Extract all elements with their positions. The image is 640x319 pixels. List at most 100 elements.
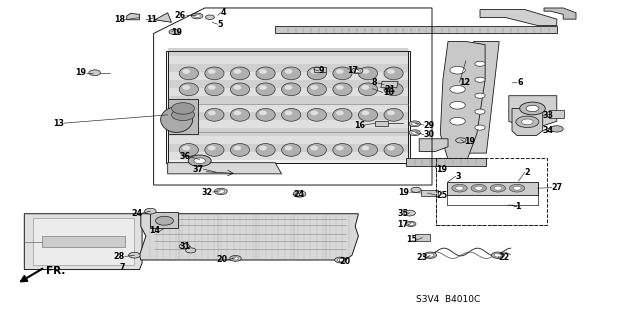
- Ellipse shape: [384, 108, 403, 121]
- Polygon shape: [168, 152, 408, 160]
- Text: 21: 21: [384, 85, 395, 94]
- Circle shape: [456, 186, 463, 190]
- Text: 23: 23: [417, 253, 428, 262]
- Polygon shape: [155, 13, 172, 22]
- Ellipse shape: [179, 108, 198, 121]
- Polygon shape: [168, 128, 408, 136]
- Text: 33: 33: [543, 111, 554, 120]
- Circle shape: [408, 222, 414, 226]
- Circle shape: [471, 184, 486, 192]
- Ellipse shape: [310, 145, 318, 151]
- Polygon shape: [168, 136, 408, 144]
- Polygon shape: [480, 10, 557, 26]
- Circle shape: [520, 102, 545, 115]
- Polygon shape: [415, 234, 430, 241]
- Polygon shape: [168, 104, 408, 112]
- Ellipse shape: [256, 67, 275, 80]
- Circle shape: [450, 66, 465, 74]
- Text: 14: 14: [149, 226, 160, 235]
- Ellipse shape: [333, 83, 352, 96]
- Polygon shape: [168, 120, 408, 128]
- Circle shape: [191, 13, 203, 19]
- Ellipse shape: [208, 110, 216, 115]
- Circle shape: [475, 61, 485, 66]
- Text: 25: 25: [436, 191, 447, 200]
- Ellipse shape: [182, 85, 190, 90]
- Ellipse shape: [310, 110, 318, 115]
- Polygon shape: [375, 121, 388, 126]
- Ellipse shape: [230, 144, 250, 156]
- Ellipse shape: [259, 69, 267, 74]
- Polygon shape: [447, 182, 538, 195]
- Text: 16: 16: [354, 121, 365, 130]
- Ellipse shape: [362, 85, 369, 90]
- Text: 8: 8: [372, 78, 378, 87]
- Ellipse shape: [387, 69, 395, 74]
- Circle shape: [351, 68, 363, 74]
- Text: 7: 7: [119, 263, 125, 272]
- Polygon shape: [168, 144, 408, 152]
- Ellipse shape: [230, 108, 250, 121]
- Text: 1: 1: [515, 202, 521, 211]
- Ellipse shape: [182, 69, 190, 74]
- Bar: [436, 158, 547, 225]
- Circle shape: [156, 216, 173, 225]
- Ellipse shape: [205, 108, 224, 121]
- Polygon shape: [168, 72, 408, 80]
- Ellipse shape: [182, 110, 190, 115]
- Ellipse shape: [282, 108, 301, 121]
- Circle shape: [354, 69, 360, 72]
- Polygon shape: [544, 8, 576, 19]
- Circle shape: [452, 184, 467, 192]
- Polygon shape: [166, 51, 410, 163]
- Text: 18: 18: [114, 15, 125, 24]
- Circle shape: [494, 186, 502, 190]
- Text: 31: 31: [180, 242, 191, 251]
- Circle shape: [494, 253, 502, 257]
- Circle shape: [172, 103, 195, 114]
- Circle shape: [232, 257, 239, 260]
- Ellipse shape: [307, 83, 326, 96]
- Ellipse shape: [307, 108, 326, 121]
- Circle shape: [406, 221, 416, 226]
- Polygon shape: [150, 212, 178, 228]
- Circle shape: [475, 125, 485, 130]
- Circle shape: [412, 122, 418, 125]
- Text: 17: 17: [348, 66, 358, 75]
- Ellipse shape: [285, 110, 292, 115]
- Polygon shape: [421, 190, 438, 196]
- Ellipse shape: [208, 145, 216, 151]
- Circle shape: [492, 252, 504, 258]
- Circle shape: [526, 105, 539, 112]
- Ellipse shape: [259, 110, 267, 115]
- Polygon shape: [168, 163, 282, 174]
- Polygon shape: [42, 236, 125, 247]
- Circle shape: [404, 210, 415, 216]
- Text: 9: 9: [319, 66, 324, 75]
- Text: 6: 6: [517, 78, 523, 87]
- Text: 37: 37: [193, 165, 204, 174]
- Circle shape: [412, 131, 418, 134]
- Circle shape: [424, 252, 436, 258]
- Circle shape: [513, 186, 521, 190]
- Circle shape: [409, 121, 420, 127]
- Circle shape: [217, 189, 225, 193]
- Ellipse shape: [234, 85, 241, 90]
- Polygon shape: [381, 81, 398, 88]
- Circle shape: [550, 126, 563, 132]
- Ellipse shape: [234, 110, 241, 115]
- Text: 5: 5: [218, 20, 223, 29]
- Polygon shape: [33, 218, 134, 265]
- Text: 34: 34: [543, 126, 554, 135]
- Polygon shape: [168, 99, 198, 134]
- Circle shape: [516, 116, 539, 128]
- Ellipse shape: [362, 145, 369, 151]
- Text: 27: 27: [552, 183, 563, 192]
- Text: 19: 19: [464, 137, 475, 146]
- Ellipse shape: [259, 145, 267, 151]
- Ellipse shape: [182, 145, 190, 151]
- Circle shape: [89, 70, 100, 76]
- Polygon shape: [314, 67, 326, 72]
- Polygon shape: [168, 64, 408, 72]
- Text: 35: 35: [397, 209, 408, 218]
